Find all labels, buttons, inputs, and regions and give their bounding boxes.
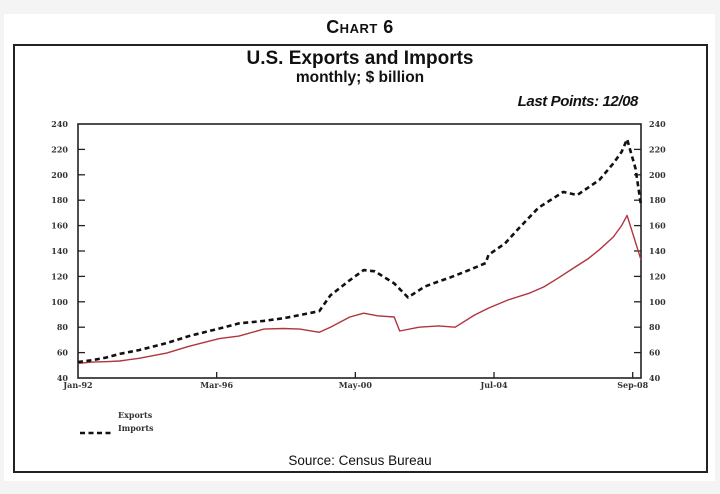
y-tick-label-left: 100 (51, 297, 68, 307)
chart-subtitle: monthly; $ billion (295, 69, 425, 86)
y-tick-label-left: 180 (51, 195, 68, 205)
legend: Exports Imports (80, 410, 154, 435)
y-tick-label-left: 140 (51, 246, 68, 256)
x-tick-label: Mar-96 (200, 380, 233, 390)
y-tick-label-left: 80 (57, 322, 69, 332)
x-tick-label: Jan-92 (62, 380, 92, 390)
x-tick-label: Sep-08 (617, 380, 648, 390)
y-tick-label-left: 240 (51, 119, 68, 129)
y-tick-label-left: 120 (51, 271, 68, 281)
source-note: Source: Census Bureau (288, 453, 432, 468)
legend-exports-label: Exports (118, 410, 153, 420)
last-points-note: Last Points: 12/08 (517, 93, 639, 110)
y-tick-label-right: 220 (649, 144, 666, 154)
plot-border (77, 123, 642, 379)
y-tick-label-left: 160 (51, 221, 68, 231)
axes: 40 40 60 60 80 80 100 100 120 120 140 140 160 160 180 1… (51, 119, 666, 390)
series-layer (77, 137, 643, 365)
y-tick-label-right: 40 (649, 373, 661, 383)
y-tick-label-right: 80 (649, 322, 661, 332)
series-line-exports (77, 214, 642, 365)
chart-number: Chart 6 (326, 17, 394, 37)
y-tick-label-left: 40 (57, 373, 69, 383)
legend-imports-label: Imports (118, 423, 154, 433)
y-tick-label-left: 220 (51, 144, 68, 154)
x-tick-label: May-00 (339, 380, 373, 390)
y-tick-label-right: 240 (649, 119, 666, 129)
y-tick-label-left: 60 (57, 348, 69, 358)
y-tick-label-right: 160 (649, 221, 666, 231)
chart-title: U.S. Exports and Imports (246, 48, 474, 69)
series-line-imports (77, 137, 643, 364)
x-tick-label: Jul-04 (479, 380, 508, 390)
y-tick-label-right: 100 (649, 297, 666, 307)
y-tick-label-right: 180 (649, 195, 666, 205)
y-tick-label-right: 120 (649, 271, 666, 281)
chart-frame (13, 44, 708, 473)
y-tick-label-right: 140 (649, 246, 666, 256)
y-tick-label-right: 60 (649, 348, 661, 358)
y-tick-label-left: 200 (51, 170, 68, 180)
y-tick-label-right: 200 (649, 170, 666, 180)
